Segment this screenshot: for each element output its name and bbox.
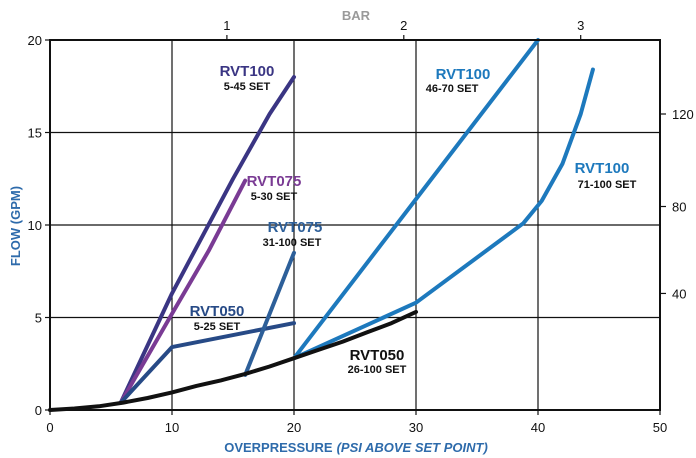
y-tick-label: 15 [28,126,42,141]
series-sublabel-rvt100-71-100-set: 71-100 SET [578,179,637,191]
right-tick-label: 120 [672,107,694,122]
x-axis-title-main: OVERPRESSURE [224,440,333,455]
series-sublabel-rvt100-5-45-set: 5-45 SET [224,81,271,93]
series-line-rvt050-26-100-set [48,309,418,412]
series-lines [48,38,595,412]
x-tick-label: 0 [46,420,53,435]
bar-tick-label: 2 [400,18,407,33]
right-tick-label: 40 [672,286,686,301]
y-tick-label: 20 [28,33,42,48]
y-tick-label: 0 [35,403,42,418]
series-label-rvt100-71-100-set: RVT100 [575,160,630,177]
x-tick-label: 30 [409,420,423,435]
series-line-rvt100-46-70-set [292,38,540,361]
series-label-rvt100-5-45-set: RVT100 [220,63,275,80]
series-label-rvt075-31-100-set: RVT075 [268,219,323,236]
series-label-rvt075-5-30-set: RVT075 [247,173,302,190]
bar-tick-label: 3 [577,18,584,33]
series-label-rvt100-46-70-set: RVT100 [436,66,491,83]
x-axis-title: OVERPRESSURE (PSI ABOVE SET POINT) [224,440,488,455]
series-line-rvt100-71-100-set [292,67,595,361]
right-tick-label: 80 [672,200,686,215]
series-sublabel-rvt050-5-25-set: 5-25 SET [194,321,241,333]
y-tick-label: 10 [28,218,42,233]
series-sublabel-rvt050-26-100-set: 26-100 SET [348,364,407,376]
series-label-rvt050-5-25-set: RVT050 [190,303,245,320]
grid-lines [50,40,660,410]
series-line-rvt050-5-25-set [118,321,296,405]
top-axis-title: BAR [342,8,371,23]
bar-tick-label: 1 [223,18,230,33]
series-line-rvt075-31-100-set [243,250,296,377]
x-tick-label: 10 [165,420,179,435]
x-tick-label: 50 [653,420,667,435]
series-label-rvt050-26-100-set: RVT050 [350,347,405,364]
series-sublabel-rvt075-5-30-set: 5-30 SET [251,191,298,203]
x-tick-label: 40 [531,420,545,435]
series-line-rvt100-5-45-set [118,75,296,405]
axis-ticks: 0 10 20 30 40 50 0 5 10 15 20 1 2 3 40 80 120 [28,18,694,435]
series-sublabel-rvt075-31-100-set: 31-100 SET [263,237,322,249]
y-axis-title: FLOW (GPM) [8,186,23,266]
series-line-rvt075-5-30-set [118,178,248,405]
series-sublabel-rvt100-46-70-set: 46-70 SET [426,83,479,95]
x-tick-label: 20 [287,420,301,435]
x-axis-title-note: (PSI ABOVE SET POINT) [337,440,488,455]
y-tick-label: 5 [35,311,42,326]
